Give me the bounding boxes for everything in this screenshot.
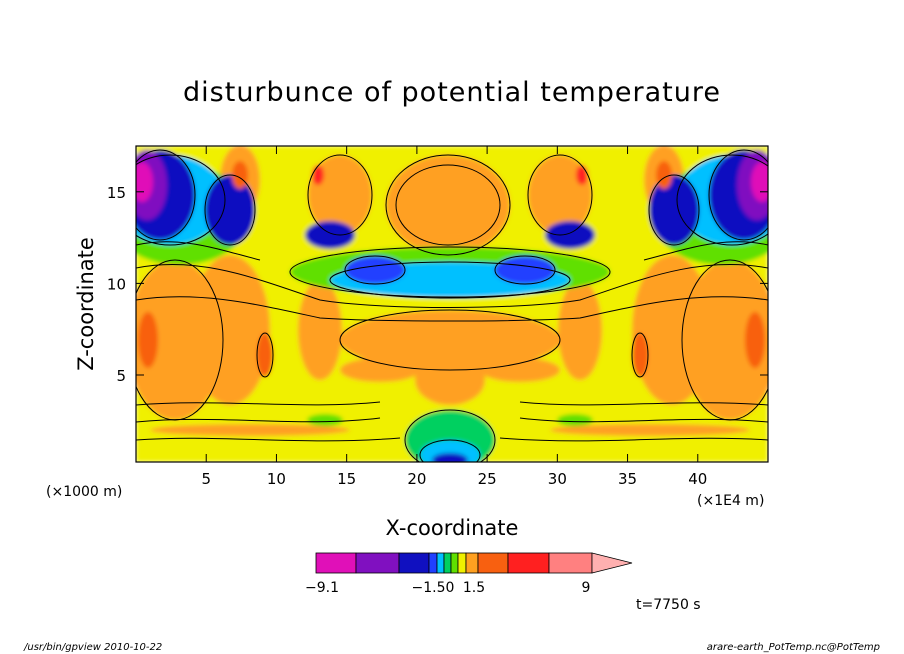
x-tick-label: 15 (337, 470, 356, 488)
x-units-label: (×1E4 m) (697, 493, 764, 509)
colorbar-segment (450, 552, 459, 574)
colorbar-tick-label: 9 (582, 580, 591, 596)
x-tick-label: 20 (407, 470, 426, 488)
colorbar-tick-label: 1.5 (463, 580, 485, 596)
colorbar-segment (465, 552, 479, 574)
y-tick-label: 10 (107, 275, 126, 293)
x-tick-label: 10 (267, 470, 286, 488)
colorbar-segment (548, 552, 593, 574)
colorbar-tick-label: −9.1 (305, 580, 339, 596)
x-tick-label: 5 (201, 470, 211, 488)
contour-field (136, 146, 768, 462)
y-units-label: (×1000 m) (46, 484, 122, 500)
colorbar-segment (315, 552, 357, 574)
colorbar-segment (457, 552, 467, 574)
colorbar-tick-label: −1.50 (412, 580, 455, 596)
x-tick-label: 35 (618, 470, 637, 488)
footer-right: arare-earth_PotTemp.nc@PotTemp (707, 642, 880, 653)
chart-title: disturbunce of potential temperature (183, 77, 721, 108)
plot-frame (135, 145, 769, 463)
y-tick-label: 15 (107, 184, 126, 202)
x-tick-label: 40 (688, 470, 707, 488)
x-tick-label: 25 (478, 470, 497, 488)
colorbar-extend-arrow (591, 552, 633, 574)
y-axis: 5 10 15 (107, 184, 768, 385)
x-axis: 5 10 15 20 25 30 35 40 (201, 146, 707, 488)
colorbar-segment (436, 552, 445, 574)
colorbar: −9.1 −1.50 1.5 9 (305, 552, 633, 596)
colorbar-segment (507, 552, 550, 574)
y-tick-label: 5 (116, 367, 126, 385)
colorbar-segment (477, 552, 509, 574)
x-axis-label: X-coordinate (386, 516, 519, 540)
colorbar-segment (355, 552, 400, 574)
time-label: t=7750 s (636, 597, 701, 613)
colorbar-segment (428, 552, 438, 574)
colorbar-segment (398, 552, 430, 574)
footer-left: /usr/bin/gpview 2010-10-22 (23, 642, 162, 653)
y-axis-label: Z-coordinate (74, 237, 98, 371)
x-tick-label: 30 (548, 470, 567, 488)
colorbar-segment (443, 552, 452, 574)
